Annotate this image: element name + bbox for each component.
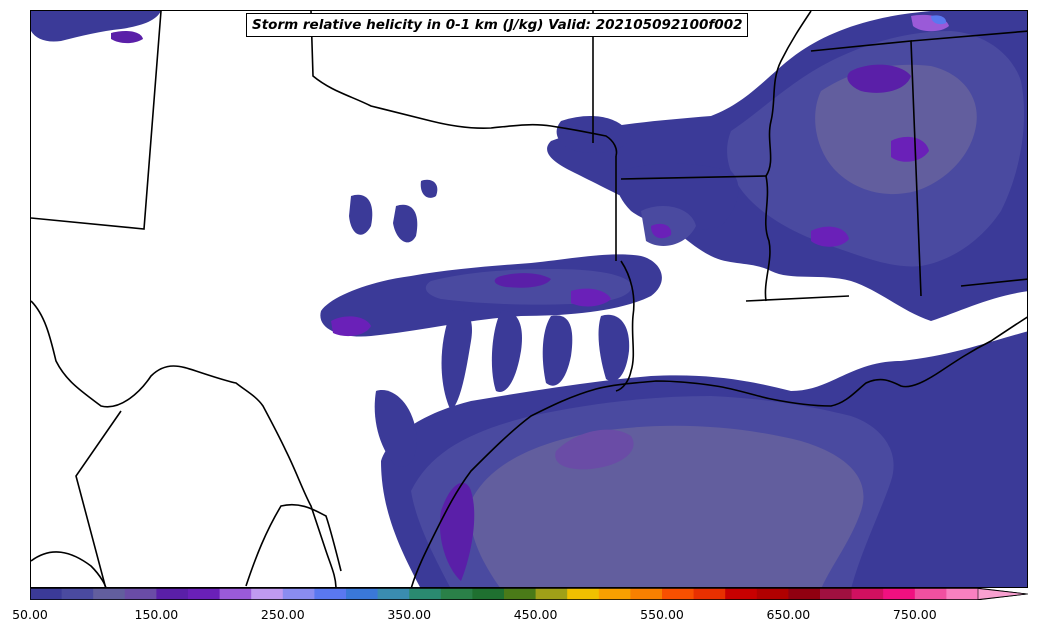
band-north-purple <box>494 273 551 288</box>
colorbar-segment <box>282 588 315 600</box>
colorbar-segment <box>851 588 884 600</box>
colorbar-extend-arrow <box>977 588 1028 600</box>
plume-2 <box>491 310 522 392</box>
colorbar-segment <box>788 588 821 600</box>
colorbar-segment <box>30 588 63 600</box>
mississippi-river <box>765 11 812 177</box>
colorbar-tick-label: 550.00 <box>640 607 684 622</box>
oklahoma-speck-1 <box>349 194 373 235</box>
mexico-state-line-3 <box>31 551 107 587</box>
srh-field <box>31 11 1027 587</box>
plume-4 <box>598 314 630 382</box>
alabama-east <box>910 30 1027 42</box>
band-west-purple <box>331 316 371 337</box>
northeast-purple-1 <box>847 64 911 93</box>
colorbar-segment <box>693 588 726 600</box>
map-title: Storm relative helicity in 0-1 km (J/kg)… <box>246 13 749 37</box>
colorbar-segment <box>156 588 189 600</box>
colorbar-segment <box>472 588 505 600</box>
colorbar-segment <box>251 588 284 600</box>
colorbar-segment <box>662 588 695 600</box>
louisiana-south-line <box>745 295 850 302</box>
gulf-coast <box>410 316 1027 587</box>
northeast-cell-blue <box>931 15 947 25</box>
louisiana-east <box>764 175 771 302</box>
northwest-purple <box>111 31 143 44</box>
northeast-purple-4 <box>811 226 849 247</box>
northeast-core <box>815 64 977 195</box>
colorbar-segment <box>630 588 663 600</box>
ark-texas-plume <box>556 116 631 153</box>
colorbar-segment <box>377 588 410 600</box>
plume-1 <box>441 309 472 411</box>
colorbar-segment <box>504 588 537 600</box>
colorbar-segment <box>567 588 600 600</box>
helicity-map <box>31 11 1027 587</box>
colorbar-segment <box>124 588 157 600</box>
mexico-state-line-1 <box>75 410 122 587</box>
northwest-speckles <box>31 11 161 42</box>
georgia-border <box>960 278 1027 287</box>
colorbar-segment <box>883 588 916 600</box>
colorbar-outline <box>30 588 1028 600</box>
colorbar-segment <box>93 588 126 600</box>
colorbar-tick-label: 250.00 <box>260 607 305 622</box>
colorbar-tick-label: 750.00 <box>892 607 937 622</box>
colorbar-segment <box>314 588 347 600</box>
colorbar-segment <box>914 588 947 600</box>
new-mexico-border <box>31 11 162 230</box>
map-plot-area <box>30 10 1028 588</box>
colorbar-segment <box>725 588 758 600</box>
colorbar-segment <box>820 588 853 600</box>
plume-5 <box>374 390 417 467</box>
colorbar-tick-label: 50.00 <box>12 607 48 622</box>
colorbar-segment <box>61 588 94 600</box>
colorbar-segment <box>409 588 442 600</box>
colorbar-tick-label: 650.00 <box>766 607 811 622</box>
colorbar <box>30 588 1028 600</box>
colorbar-segment <box>346 588 379 600</box>
gulf-srh-patch <box>555 429 634 470</box>
colorbar-segment <box>756 588 789 600</box>
colorbar-tick-label: 450.00 <box>513 607 558 622</box>
mexico-state-line-2 <box>245 503 342 587</box>
arkansas-purple <box>651 223 672 239</box>
plume-3 <box>542 315 573 386</box>
band-center-purple <box>571 288 611 307</box>
oklahoma-speck-3 <box>420 179 438 198</box>
colorbar-segment <box>219 588 252 600</box>
colorbar-segment <box>946 588 979 600</box>
oklahoma-speck-2 <box>393 204 418 243</box>
colorbar-segment <box>188 588 221 600</box>
colorbar-segment <box>535 588 568 600</box>
texas-panhandle-border <box>310 11 618 157</box>
boundaries <box>31 11 1027 587</box>
colorbar-segment <box>440 588 473 600</box>
colorbar-segment <box>598 588 631 600</box>
colorbar-tick-label: 150.00 <box>134 607 179 622</box>
arkansas-south <box>620 175 767 180</box>
northeast-purple-2 <box>891 136 929 162</box>
colorbar-tick-label: 350.00 <box>387 607 432 622</box>
arkansas-cluster-mid <box>641 206 696 246</box>
mexico-border <box>31 300 337 587</box>
